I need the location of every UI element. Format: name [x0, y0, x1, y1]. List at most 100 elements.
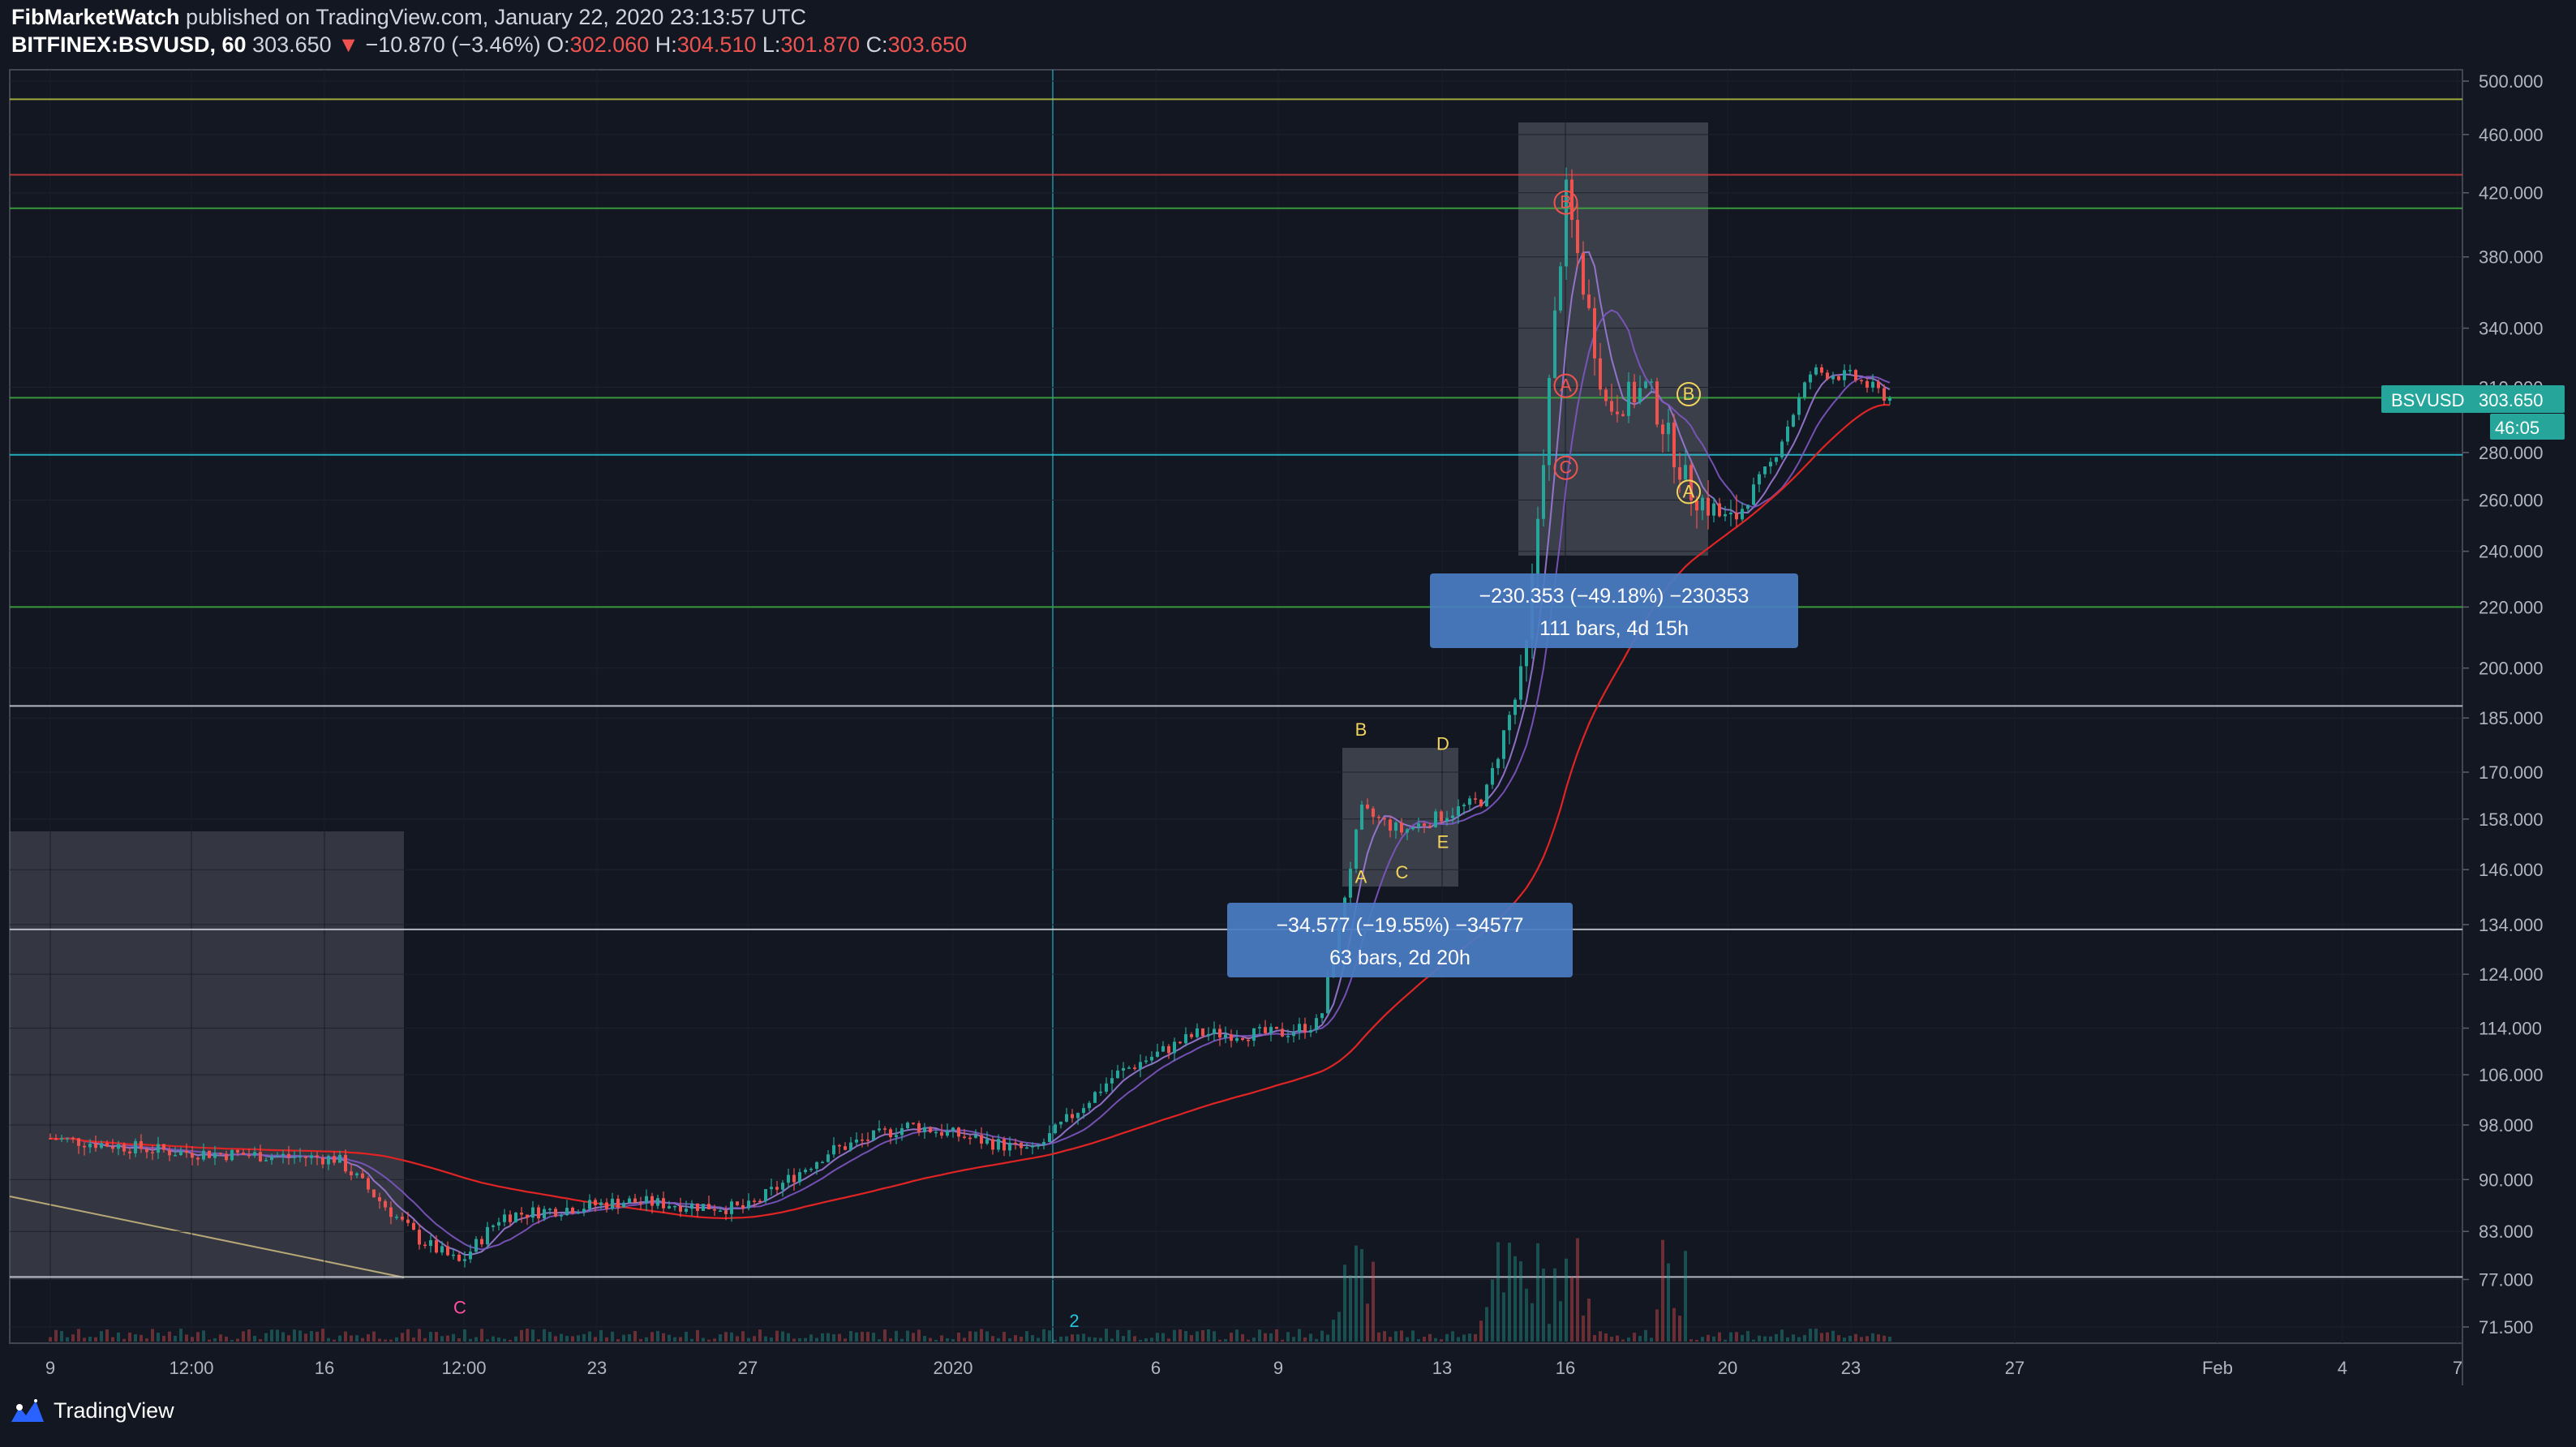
volume-bar	[514, 1336, 517, 1342]
volume-bar	[951, 1339, 955, 1342]
volume-bar	[719, 1334, 722, 1342]
y-tick-label: 124.000	[2479, 964, 2544, 985]
volume-bar	[1434, 1338, 1437, 1342]
candle	[1661, 424, 1664, 435]
candle	[423, 1244, 427, 1247]
candle	[594, 1200, 597, 1205]
volume-bar	[1542, 1268, 1545, 1342]
volume-bar	[1156, 1333, 1159, 1342]
candle	[1156, 1051, 1159, 1057]
x-tick-label: Feb	[2202, 1358, 2233, 1378]
y-tick-label: 98.000	[2479, 1115, 2533, 1136]
volume-bar	[361, 1338, 364, 1342]
price-axis: 500.000460.000420.000380.000340.000310.0…	[2462, 71, 2544, 1338]
y-tick-label: 71.500	[2479, 1317, 2533, 1338]
volume-bar	[168, 1331, 171, 1342]
volume-bar	[486, 1339, 489, 1342]
volume-bar	[1127, 1329, 1131, 1342]
volume-bar	[372, 1331, 376, 1342]
candle	[980, 1135, 983, 1144]
low-label: L:	[762, 32, 781, 57]
volume-bar	[1729, 1332, 1732, 1342]
volume-bar	[1093, 1338, 1097, 1342]
candle	[1059, 1121, 1063, 1125]
candle	[1877, 381, 1880, 389]
volume-bar	[707, 1339, 711, 1342]
volume-bar	[230, 1339, 234, 1342]
y-tick-label: 380.000	[2479, 247, 2544, 268]
volume-bar	[60, 1331, 63, 1342]
volume-bar	[861, 1331, 864, 1342]
volume-bar	[1837, 1335, 1840, 1342]
candle	[1144, 1060, 1148, 1063]
candle	[724, 1210, 728, 1214]
volume-bar	[1871, 1333, 1874, 1342]
volume-bar	[804, 1338, 807, 1342]
volume-bar	[259, 1339, 262, 1342]
tradingview-brand[interactable]: TradingView	[10, 1398, 174, 1423]
candle	[861, 1139, 864, 1141]
measurement-box	[1430, 573, 1798, 648]
candle	[474, 1239, 478, 1252]
candle	[985, 1139, 989, 1144]
symbol-ohlc-line: BITFINEX:BSVUSD, 60 303.650 ▼ −10.870 (−…	[11, 32, 967, 58]
candle	[1837, 376, 1840, 380]
candle	[287, 1153, 290, 1157]
candle	[253, 1152, 256, 1156]
candle	[775, 1187, 779, 1190]
volume-bar	[304, 1333, 307, 1342]
volume-bar	[1133, 1336, 1136, 1342]
candle	[753, 1200, 756, 1202]
candle	[1383, 818, 1386, 820]
volume-bar	[174, 1335, 177, 1342]
candle	[105, 1143, 109, 1147]
volume-bar	[1599, 1331, 1602, 1342]
candle	[1139, 1062, 1142, 1069]
candle	[281, 1153, 285, 1156]
candle	[548, 1209, 552, 1210]
volume-bar	[111, 1337, 114, 1342]
candle	[1065, 1114, 1068, 1122]
candle	[174, 1155, 177, 1157]
candle	[1031, 1145, 1034, 1148]
candle	[316, 1155, 319, 1158]
volume-bar	[88, 1337, 92, 1342]
candle	[49, 1138, 52, 1140]
x-tick-label: 16	[315, 1358, 334, 1378]
candle	[1797, 397, 1801, 415]
volume-bar	[1689, 1339, 1693, 1342]
symbol-name: BITFINEX:BSVUSD, 60	[11, 32, 247, 57]
candle	[844, 1146, 847, 1150]
candle	[1871, 381, 1874, 388]
candle	[1025, 1147, 1028, 1149]
candle	[1741, 509, 1744, 520]
volume-bar	[412, 1338, 415, 1342]
candle	[486, 1226, 489, 1245]
volume-bar	[1031, 1335, 1034, 1342]
candle	[628, 1198, 631, 1203]
volume-bar	[1593, 1335, 1596, 1342]
volume-bar	[384, 1339, 387, 1342]
candle	[71, 1137, 75, 1140]
candle	[787, 1174, 790, 1183]
volume-bar	[71, 1334, 75, 1342]
volume-bar	[1627, 1338, 1630, 1342]
volume-bar	[423, 1338, 427, 1342]
x-tick-label: 12:00	[169, 1358, 213, 1378]
range-box-jan15	[1518, 122, 1708, 556]
wave-label: C	[1560, 457, 1573, 478]
volume-bar	[588, 1331, 591, 1342]
volume-bar	[968, 1331, 972, 1342]
candle	[1729, 513, 1732, 515]
y-tick-label: 170.000	[2479, 762, 2544, 783]
y-tick-label: 460.000	[2479, 125, 2544, 145]
volume-bar	[140, 1334, 143, 1342]
y-tick-label: 340.000	[2479, 319, 2544, 339]
volume-bar	[1014, 1335, 1017, 1342]
candle	[225, 1153, 228, 1161]
candle	[202, 1150, 205, 1160]
candle	[88, 1144, 92, 1148]
candle	[826, 1154, 830, 1162]
y-tick-label: 280.000	[2479, 443, 2544, 463]
